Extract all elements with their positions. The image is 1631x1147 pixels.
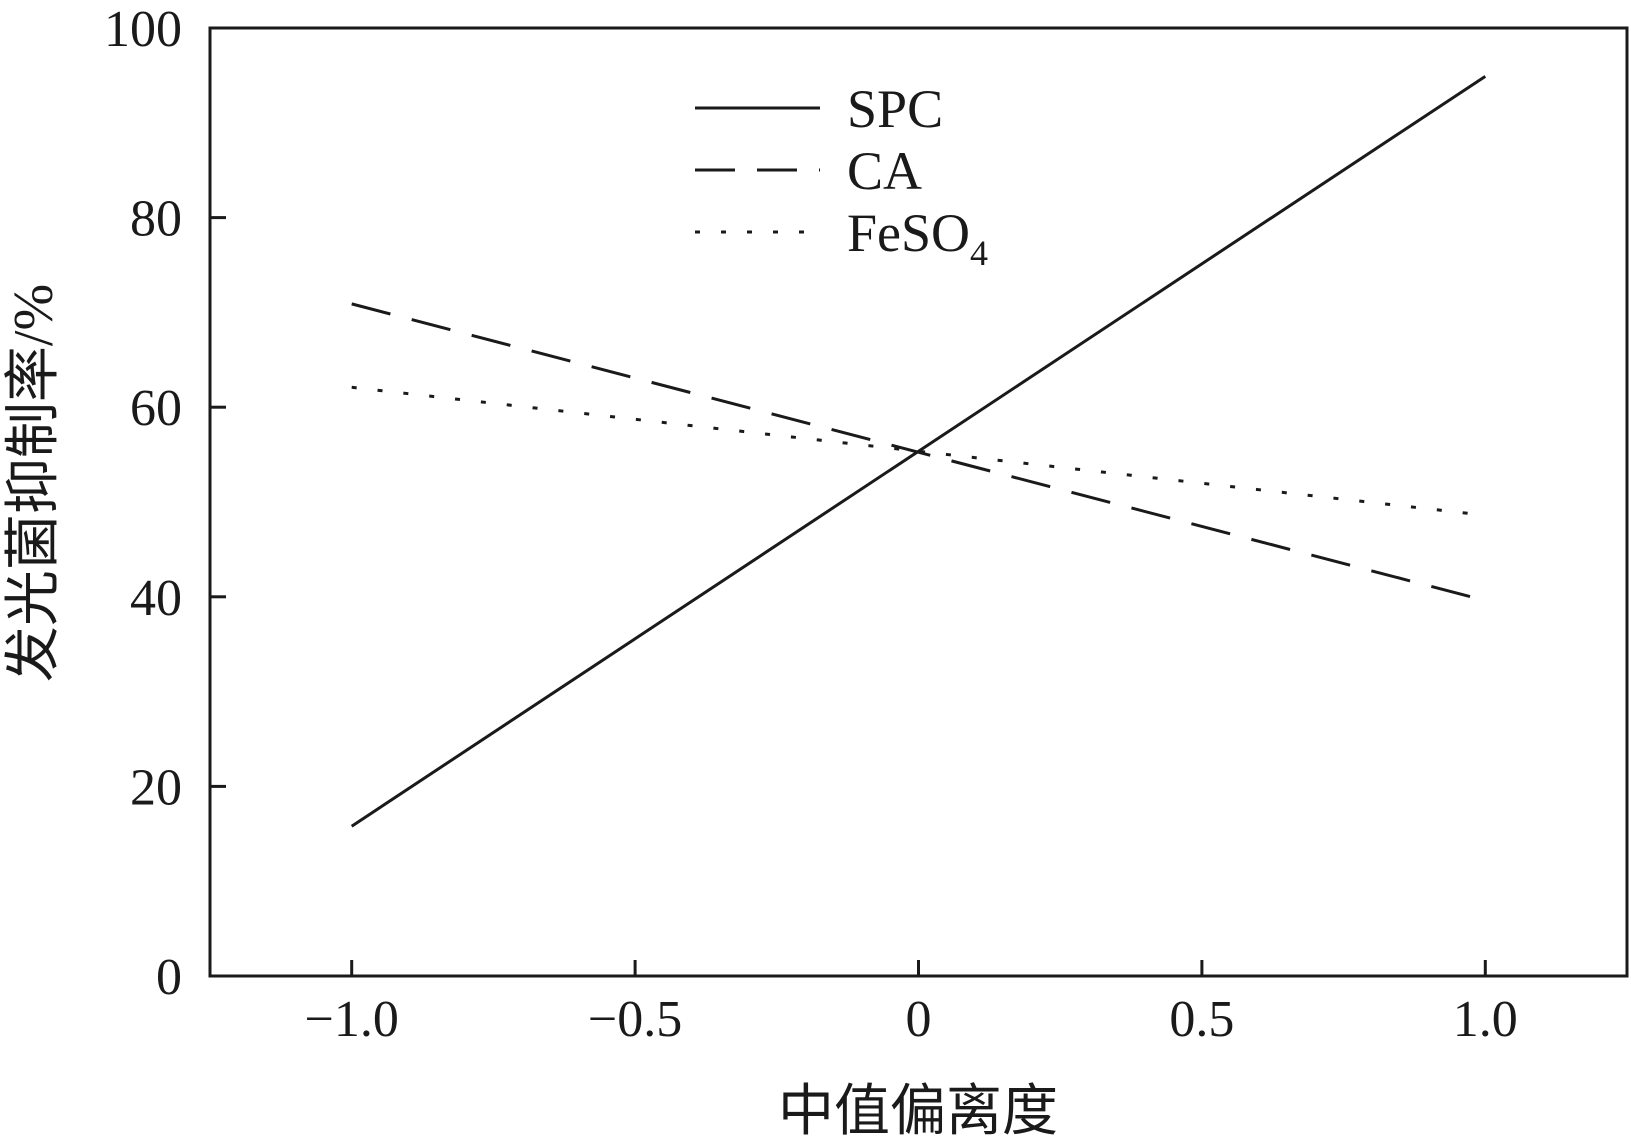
x-axis: −1.0 −0.5 0 0.5 1.0 (305, 960, 1518, 1048)
series-line-ca (351, 302, 1486, 603)
x-tick-label: −1.0 (305, 991, 399, 1048)
y-axis-title: 发光菌抑制率/% (3, 284, 65, 682)
y-tick-label: 20 (130, 759, 182, 816)
x-tick-label: 1.0 (1453, 991, 1518, 1048)
x-tick-label: 0.5 (1169, 991, 1234, 1048)
x-axis-title: 中值偏离度 (778, 1081, 1058, 1143)
y-tick-label: 80 (130, 191, 182, 248)
series-layer (350, 75, 1487, 828)
y-tick-label: 40 (130, 570, 182, 627)
y-tick-label: 0 (156, 949, 182, 1006)
y-tick-label: 60 (130, 380, 182, 437)
legend-label-feso4: FeSO4 (847, 203, 988, 273)
y-tick-label: 100 (104, 1, 182, 58)
x-tick-label: 0 (906, 991, 932, 1048)
y-axis: 0 20 40 60 80 100 (104, 1, 226, 1006)
legend-label-ca: CA (847, 141, 922, 201)
legend-label-spc: SPC (847, 79, 943, 139)
x-tick-label: −0.5 (588, 991, 682, 1048)
